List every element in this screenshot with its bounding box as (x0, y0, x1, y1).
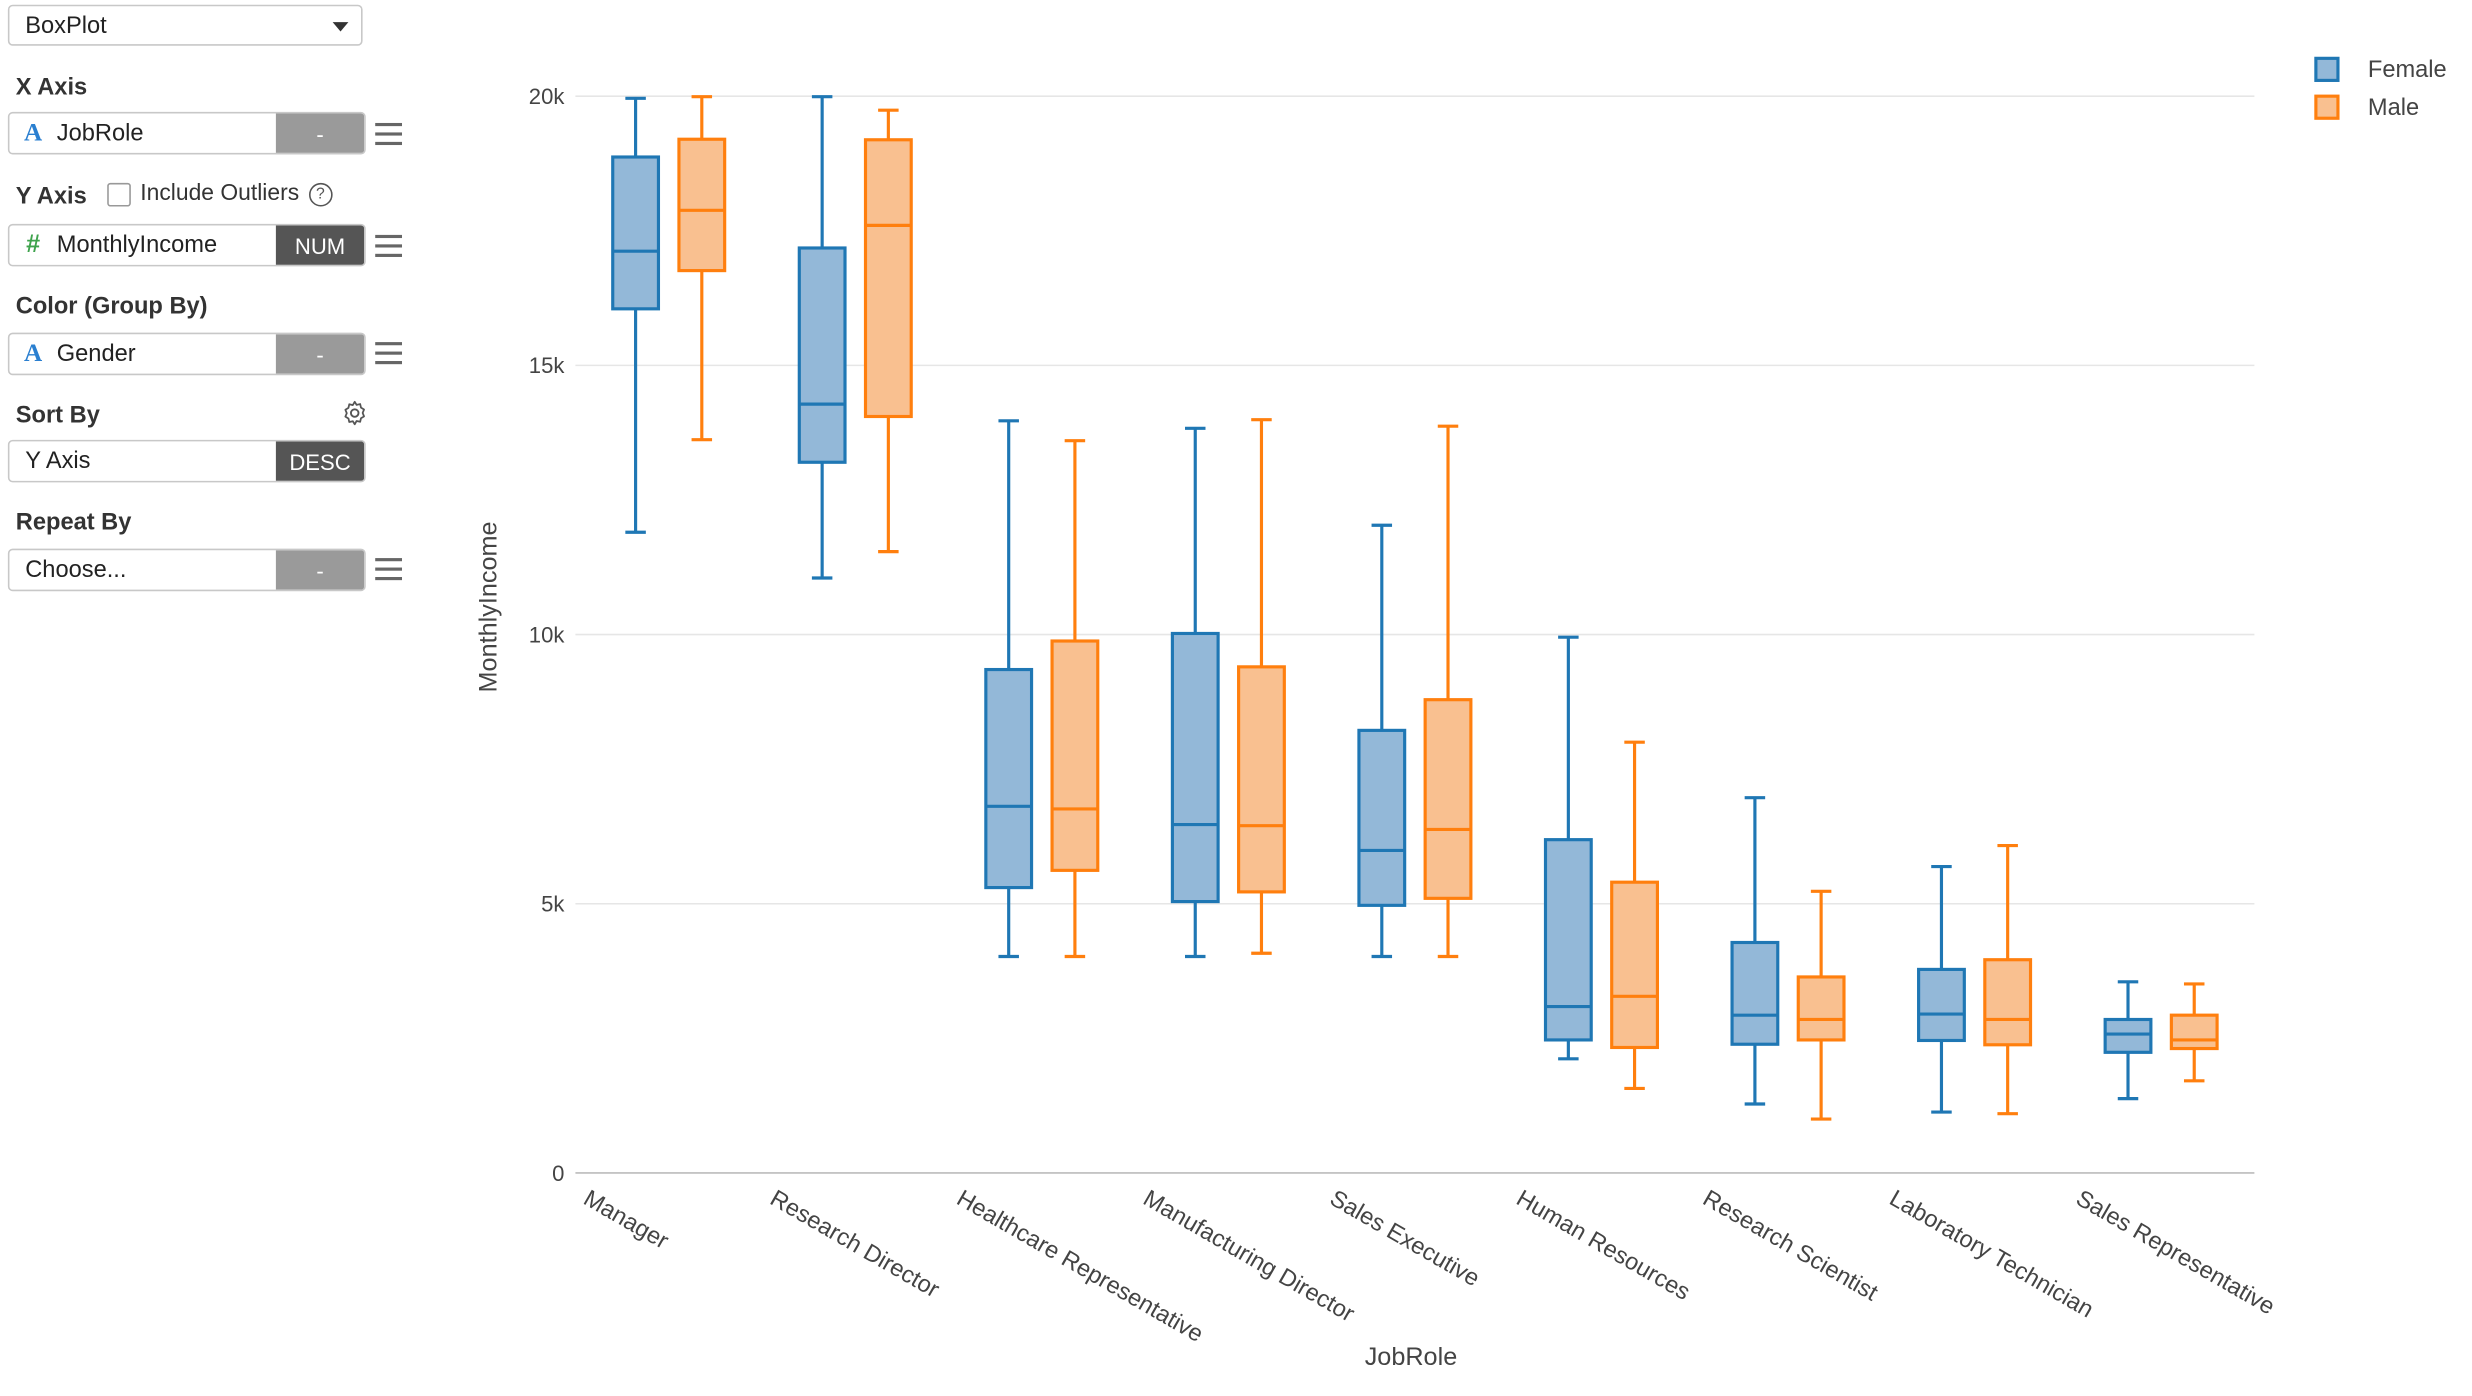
chart-type-select[interactable]: BoxPlot (7, 4, 363, 46)
text-type-icon: A (23, 119, 43, 146)
color-tag-button[interactable]: - (275, 334, 365, 374)
y-axis-field-name: MonthlyIncome (56, 231, 218, 259)
x-tick-label: Manager (579, 1186, 673, 1255)
box-iqr (1050, 639, 1100, 872)
repeat-label: Repeat By (15, 509, 132, 537)
include-outliers-row: Include Outliers ? (107, 181, 333, 207)
x-axis-field[interactable]: A JobRole - (7, 111, 366, 155)
box-male (1237, 418, 1286, 955)
box-male (1983, 844, 2033, 1116)
x-tick-label: Human Resources (1512, 1186, 1694, 1306)
legend-label-female: Female (2368, 57, 2447, 83)
y-axis-field[interactable]: # MonthlyIncome NUM (7, 223, 366, 267)
repeat-field[interactable]: Choose... - (7, 548, 366, 592)
box-iqr (1357, 728, 1407, 907)
x-tick-label: Laboratory Technician (1885, 1186, 2098, 1324)
box-female (2103, 980, 2153, 1101)
legend-swatch-male (2314, 94, 2340, 120)
color-menu-icon[interactable] (375, 342, 403, 365)
box-female (1543, 635, 1593, 1061)
include-outliers-checkbox[interactable] (107, 182, 131, 206)
box-female (611, 96, 661, 534)
chart-type-value: BoxPlot (25, 11, 107, 39)
box-male (1796, 889, 1846, 1121)
sort-field-name: Y Axis (25, 447, 91, 475)
x-axis-ticks: Manager Research Director Healthcare Repre… (579, 1186, 2279, 1348)
gridlines (575, 95, 2255, 905)
x-axis-tag-button[interactable]: - (275, 113, 365, 153)
box-iqr (2169, 1013, 2219, 1051)
box-male (677, 95, 727, 442)
config-panel: BoxPlot X Axis A JobRole - Y Axis Includ… (0, 0, 426, 1395)
box-iqr (2103, 1017, 2153, 1054)
gear-icon[interactable] (341, 399, 369, 427)
y-tick-label: 20k (529, 84, 566, 109)
y-axis-tag-button[interactable]: NUM (275, 225, 365, 265)
repeat-field-name: Choose... (25, 556, 127, 584)
sort-order-button[interactable]: DESC (275, 441, 365, 481)
box-female (1917, 865, 1966, 1114)
y-tick-label: 15k (529, 353, 566, 378)
number-type-icon: # (26, 230, 41, 258)
box-iqr (984, 667, 1034, 890)
box-female (1730, 796, 1780, 1106)
x-tick-label: Research Director (766, 1186, 944, 1304)
y-tick-label: 10k (529, 622, 566, 647)
color-field-name: Gender (56, 340, 136, 368)
box-male (1610, 740, 1660, 1090)
box-male (1050, 439, 1100, 959)
y-tick-label: 5k (541, 892, 565, 917)
box-female (1357, 523, 1407, 959)
box-iqr (677, 137, 727, 273)
y-axis-label: Y Axis (15, 182, 87, 210)
box-iqr (1730, 940, 1780, 1046)
x-tick-label: Research Scientist (1698, 1186, 1882, 1307)
legend-swatch-female (2314, 56, 2340, 82)
chevron-down-icon (332, 22, 349, 32)
box-iqr (1423, 698, 1473, 900)
box-iqr (1610, 880, 1660, 1050)
repeat-tag-button[interactable]: - (275, 550, 365, 590)
box-male (863, 108, 913, 554)
color-label: Color (Group By) (15, 293, 208, 321)
sort-label: Sort By (15, 402, 100, 429)
include-outliers-label: Include Outliers (140, 181, 300, 207)
x-axis-field-name: JobRole (56, 119, 144, 147)
x-axis-menu-icon[interactable] (375, 122, 403, 146)
x-axis-label: X Axis (15, 74, 88, 101)
box-male (2169, 982, 2219, 1083)
y-tick-label: 0 (552, 1161, 564, 1186)
color-field[interactable]: A Gender - (7, 332, 366, 376)
y-axis-menu-icon[interactable] (375, 234, 403, 257)
box-iqr (1983, 958, 2033, 1047)
box-iqr (1543, 838, 1593, 1042)
box-female (984, 419, 1034, 959)
box-iqr (1170, 631, 1220, 904)
x-axis-title: JobRole (1365, 1343, 1458, 1371)
box-iqr (1237, 665, 1286, 894)
box-iqr (1796, 975, 1846, 1042)
box-iqr (1917, 967, 1966, 1043)
box-iqr (611, 155, 661, 311)
legend: Female Male (2314, 56, 2447, 121)
y-axis-title: MonthlyIncome (475, 521, 503, 692)
box-male (1423, 424, 1473, 959)
repeat-menu-icon[interactable] (375, 558, 403, 581)
x-tick-label: Sales Executive (1325, 1186, 1484, 1293)
box-female (797, 95, 847, 580)
box-iqr (863, 138, 913, 419)
box-series (611, 95, 2219, 1121)
x-tick-label: Sales Representative (2071, 1186, 2278, 1321)
sort-field[interactable]: Y Axis DESC (7, 439, 366, 483)
help-icon[interactable]: ? (308, 182, 333, 206)
text-type-icon: A (23, 339, 43, 367)
box-female (1170, 426, 1220, 959)
box-iqr (797, 246, 847, 464)
legend-label-male: Male (2368, 95, 2419, 121)
y-axis-ticks: 0 5k 10k 15k 20k (529, 84, 566, 1186)
